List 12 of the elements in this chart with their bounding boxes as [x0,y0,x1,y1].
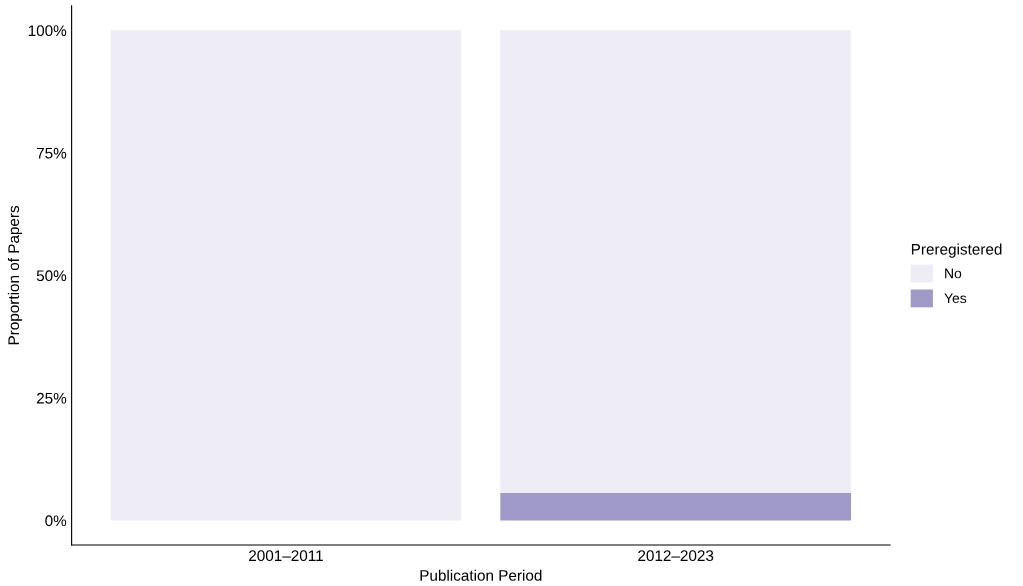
legend-label: No [945,268,962,279]
legend-title: Preregistered [911,243,1002,258]
x-tick-label: 2012–2023 [638,550,714,562]
y-tick-label: 0% [45,515,67,527]
x-axis-title: Publication Period [420,569,542,581]
y-tick-label: 75% [36,147,67,159]
y-tick-label: 100% [28,25,67,37]
y-tick-label: 50% [36,270,67,282]
y-tick-label: 25% [36,392,67,404]
legend-label: Yes [944,293,967,304]
y-axis-title: Proportion of Papers [7,205,23,345]
x-tick-label: 2001–2011 [249,550,323,562]
